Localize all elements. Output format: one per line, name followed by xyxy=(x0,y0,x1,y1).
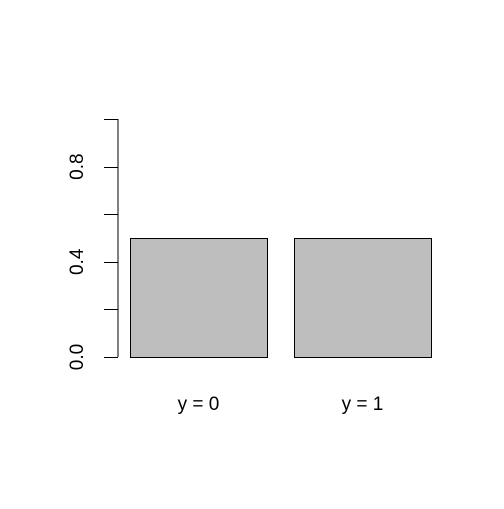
x-category-label-0: y = 0 xyxy=(178,394,220,415)
x-category-label-1: y = 1 xyxy=(342,394,384,415)
y-tick-label-0: 0.0 xyxy=(67,344,88,370)
bar-1 xyxy=(294,238,432,358)
bars xyxy=(130,238,432,358)
bar-0 xyxy=(130,238,268,358)
y-tick-label-2: 0.8 xyxy=(67,153,88,179)
x-axis-labels: y = 0 y = 1 xyxy=(178,394,384,415)
y-axis: 0.0 0.4 0.8 xyxy=(67,119,119,370)
y-tick-label-1: 0.4 xyxy=(67,248,88,275)
